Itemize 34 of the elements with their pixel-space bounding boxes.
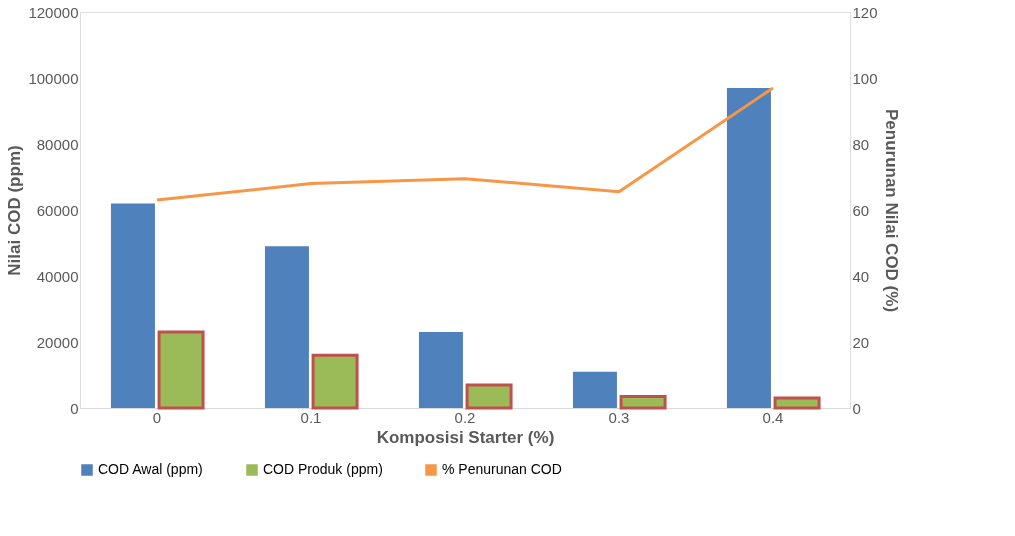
y-tick-label: 80000	[36, 135, 79, 153]
legend-label: % Penurunan COD	[442, 461, 562, 477]
x-tick-label: 0.2	[454, 408, 476, 426]
y2-tick-label: 80	[852, 135, 870, 153]
y-tick-label: 120000	[28, 3, 79, 21]
y-tick-label: 100000	[28, 69, 79, 87]
legend-label: COD Produk (ppm)	[263, 461, 383, 477]
x-tick-label: 0.3	[608, 408, 630, 426]
bar	[726, 87, 771, 408]
y2-tick-label: 60	[852, 201, 870, 219]
x-tick-label: 0.4	[762, 408, 784, 426]
legend-label: COD Awal (ppm)	[98, 461, 203, 477]
bar	[264, 246, 309, 408]
x-tick-label: 0	[152, 408, 162, 426]
bar	[311, 353, 359, 410]
y2-axis-title: Penurunan Nilai COD (%)	[881, 108, 901, 313]
y2-tick-label: 120	[852, 3, 878, 21]
y-tick-label: 60000	[36, 201, 79, 219]
y2-tick-label: 20	[852, 333, 870, 351]
y2-tick-label: 40	[852, 267, 870, 285]
bar	[110, 203, 155, 408]
bar	[157, 330, 205, 410]
bar	[572, 371, 617, 408]
y-tick-label: 40000	[36, 267, 79, 285]
bar	[465, 383, 513, 410]
y-axis-title: Nilai COD (ppm)	[5, 145, 25, 276]
x-tick-label: 0.1	[300, 408, 322, 426]
y2-tick-label: 100	[852, 69, 878, 87]
y-tick-label: 20000	[36, 333, 79, 351]
bar	[619, 394, 667, 410]
bar	[773, 396, 821, 410]
x-axis-title: Komposisi Starter (%)	[376, 427, 555, 447]
line-series	[155, 86, 775, 202]
bar	[418, 332, 463, 408]
